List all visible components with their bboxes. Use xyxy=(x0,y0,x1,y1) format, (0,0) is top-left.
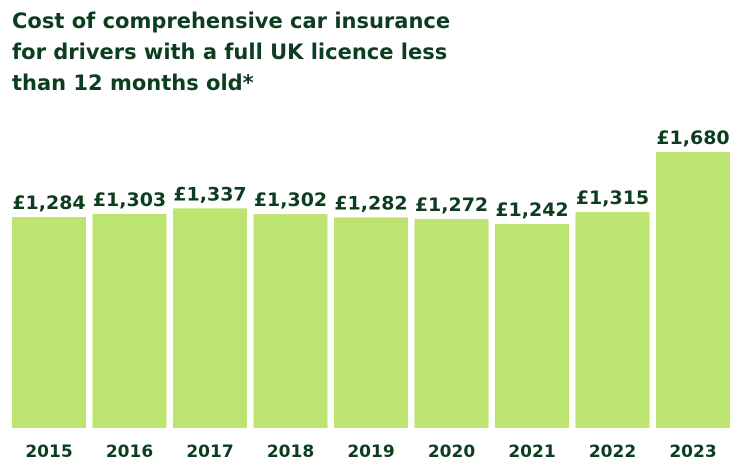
x-tick-label: 2021 xyxy=(508,442,555,462)
bar xyxy=(12,217,86,428)
x-tick-label: 2017 xyxy=(186,442,233,462)
x-tick-label: 2022 xyxy=(589,442,636,462)
x-tick-label: 2023 xyxy=(669,442,716,462)
bar xyxy=(575,211,650,428)
x-tick-label: 2016 xyxy=(106,442,153,462)
value-label: £1,315 xyxy=(576,187,649,209)
bar xyxy=(334,217,408,428)
chart-title: for drivers with a full UK licence less xyxy=(12,40,447,64)
x-tick-label: 2020 xyxy=(428,442,475,462)
x-tick-label: 2018 xyxy=(267,442,314,462)
bar xyxy=(173,208,247,428)
value-label: £1,302 xyxy=(254,189,327,211)
bar xyxy=(253,214,328,428)
value-label: £1,303 xyxy=(93,189,166,211)
value-label: £1,337 xyxy=(173,183,246,205)
value-label: £1,680 xyxy=(656,127,729,149)
chart-title: Cost of comprehensive car insurance xyxy=(12,9,450,33)
x-tick-label: 2019 xyxy=(347,442,394,462)
bar xyxy=(92,213,167,428)
value-label: £1,282 xyxy=(334,192,407,214)
value-label: £1,242 xyxy=(495,199,568,221)
bar xyxy=(656,152,730,428)
bar xyxy=(495,223,569,428)
bar xyxy=(414,219,489,428)
x-tick-label: 2015 xyxy=(25,442,72,462)
value-label: £1,284 xyxy=(12,192,85,214)
chart-title: than 12 months old* xyxy=(12,71,254,95)
value-label: £1,272 xyxy=(415,194,488,216)
